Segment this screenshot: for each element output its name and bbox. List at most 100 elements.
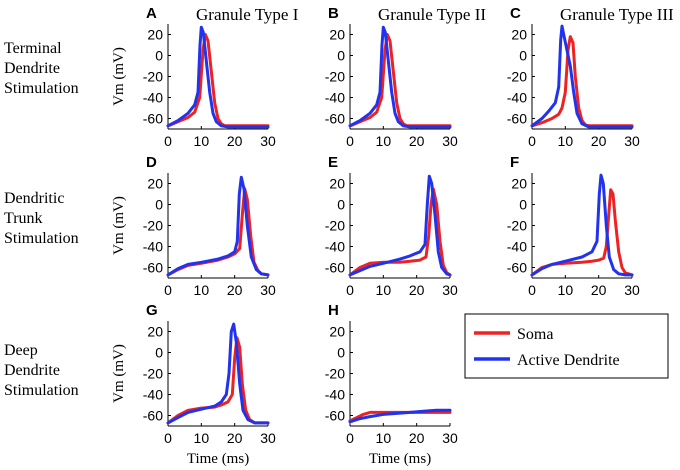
x-tick-label: 20 [591,282,607,298]
row-label-line: Terminal [4,40,62,57]
row-label-line: Deep [4,342,38,359]
x-tick-label: 10 [194,282,210,298]
active-dendrite-trace [530,24,634,129]
y-tick-label: 0 [155,197,163,213]
panel-letter: D [146,154,157,171]
y-tick-label: -20 [325,218,345,234]
legend-active-dendrite-label: Active Dendrite [517,352,620,369]
x-tick-label: 10 [376,133,392,149]
y-tick-label: 20 [147,27,163,43]
row-label-line: Stimulation [4,230,79,247]
x-tick-label: 0 [164,430,172,446]
x-tick-label: 10 [194,430,210,446]
x-tick-label: 0 [346,430,354,446]
panel-c: C 0 10 20 30 20 0 -20 -40 -60 [507,5,640,149]
y-tick-label: -60 [143,408,163,424]
x-tick-label: 10 [194,133,210,149]
y-tick-label: 0 [337,197,345,213]
y-tick-label: 20 [329,176,345,192]
y-tick-label: -60 [507,111,527,127]
x-tick-label: 0 [346,282,354,298]
row-label-deep-dendrite-stimulation: Deep Dendrite Stimulation [4,342,79,399]
x-tick-label: 30 [260,133,276,149]
panel-letter: F [510,154,519,171]
y-tick-label: -60 [325,408,345,424]
y-tick-label: -40 [507,90,527,106]
x-tick-label: 20 [227,430,243,446]
y-tick-label: -60 [325,260,345,276]
panel-letter: H [328,302,339,319]
active-dendrite-trace [348,408,452,424]
y-tick-label: -60 [325,111,345,127]
y-tick-label: 0 [337,48,345,64]
panel-letter: B [328,5,339,22]
row-label-terminal-dendrite-stimulation: Terminal Dendrite Stimulation [4,40,79,97]
panel-d: D 0 10 20 30 20 0 -20 -40 -60 Vm (mV) [111,154,276,298]
x-tick-label: 20 [227,133,243,149]
y-tick-label: 20 [511,176,527,192]
soma-trace [348,187,452,277]
y-tick-label: 0 [337,345,345,361]
row-label-line: Dendrite [4,60,60,77]
active-dendrite-trace [166,175,270,277]
y-tick-label: 0 [155,48,163,64]
y-tick-label: 20 [329,27,345,43]
active-dendrite-trace [166,25,270,129]
y-tick-label: -20 [143,69,163,85]
y-tick-label: -40 [325,90,345,106]
x-tick-label: 0 [346,133,354,149]
x-tick-label: 30 [442,430,458,446]
x-tick-label: 20 [227,282,243,298]
y-tick-label: 20 [329,324,345,340]
x-tick-label: 30 [260,430,276,446]
panel-f: F 0 10 20 30 20 0 -20 -40 -60 [507,154,640,298]
y-tick-label: -60 [143,260,163,276]
y-tick-label: -20 [325,366,345,382]
x-tick-label: 30 [442,282,458,298]
active-dendrite-trace [348,174,452,277]
y-tick-label: 20 [147,176,163,192]
y-tick-label: 0 [519,48,527,64]
panel-e: E 0 10 20 30 20 0 -20 -40 -60 [325,154,458,298]
soma-trace [348,33,452,128]
panel-g: G 0 10 20 30 20 0 -20 -40 -60 Vm (mV) Time (ms) [111,302,276,467]
y-tick-label: -60 [143,111,163,127]
panel-letter: C [510,5,521,22]
x-tick-label: 20 [409,133,425,149]
y-tick-label: -60 [507,260,527,276]
x-tick-label: 10 [376,430,392,446]
legend: Soma Active Dendrite [464,313,669,379]
x-tick-label: 0 [528,282,536,298]
column-title-granule-type-2: Granule Type II [378,5,486,24]
x-tick-label: 10 [376,282,392,298]
x-tick-label: 30 [624,133,640,149]
row-label-line: Trunk [4,210,43,227]
row-label-line: Dendritic [4,190,64,207]
y-tick-label: -40 [143,239,163,255]
y-tick-label: -40 [143,90,163,106]
active-dendrite-trace [348,25,452,129]
row-label-line: Dendrite [4,362,60,379]
x-axis-label: Time (ms) [187,451,249,467]
y-tick-label: 0 [519,197,527,213]
y-tick-label: -20 [143,366,163,382]
y-tick-label: -40 [507,239,527,255]
x-axis-label: Time (ms) [369,451,431,467]
x-tick-label: 0 [164,282,172,298]
panel-letter: E [328,154,338,171]
active-dendrite-trace [530,173,634,277]
y-axis-label: Vm (mV) [111,47,127,106]
panel-h: H 0 10 20 30 20 0 -20 -40 -60 Time (ms) [325,302,458,467]
y-axis-label: Vm (mV) [111,344,127,403]
column-title-granule-type-3: Granule Type III [560,5,674,24]
panel-letter: A [146,5,157,22]
x-tick-label: 30 [442,133,458,149]
panel-a: A 0 10 20 30 20 0 -20 -40 -60 Vm (mV) [111,5,276,149]
x-tick-label: 20 [409,282,425,298]
y-tick-label: -40 [325,239,345,255]
row-label-dendritic-trunk-stimulation: Dendritic Trunk Stimulation [4,190,79,247]
row-label-line: Stimulation [4,382,79,399]
panel-b: B 0 10 20 30 20 0 -20 -40 -60 [325,5,458,149]
y-tick-label: -40 [143,387,163,403]
